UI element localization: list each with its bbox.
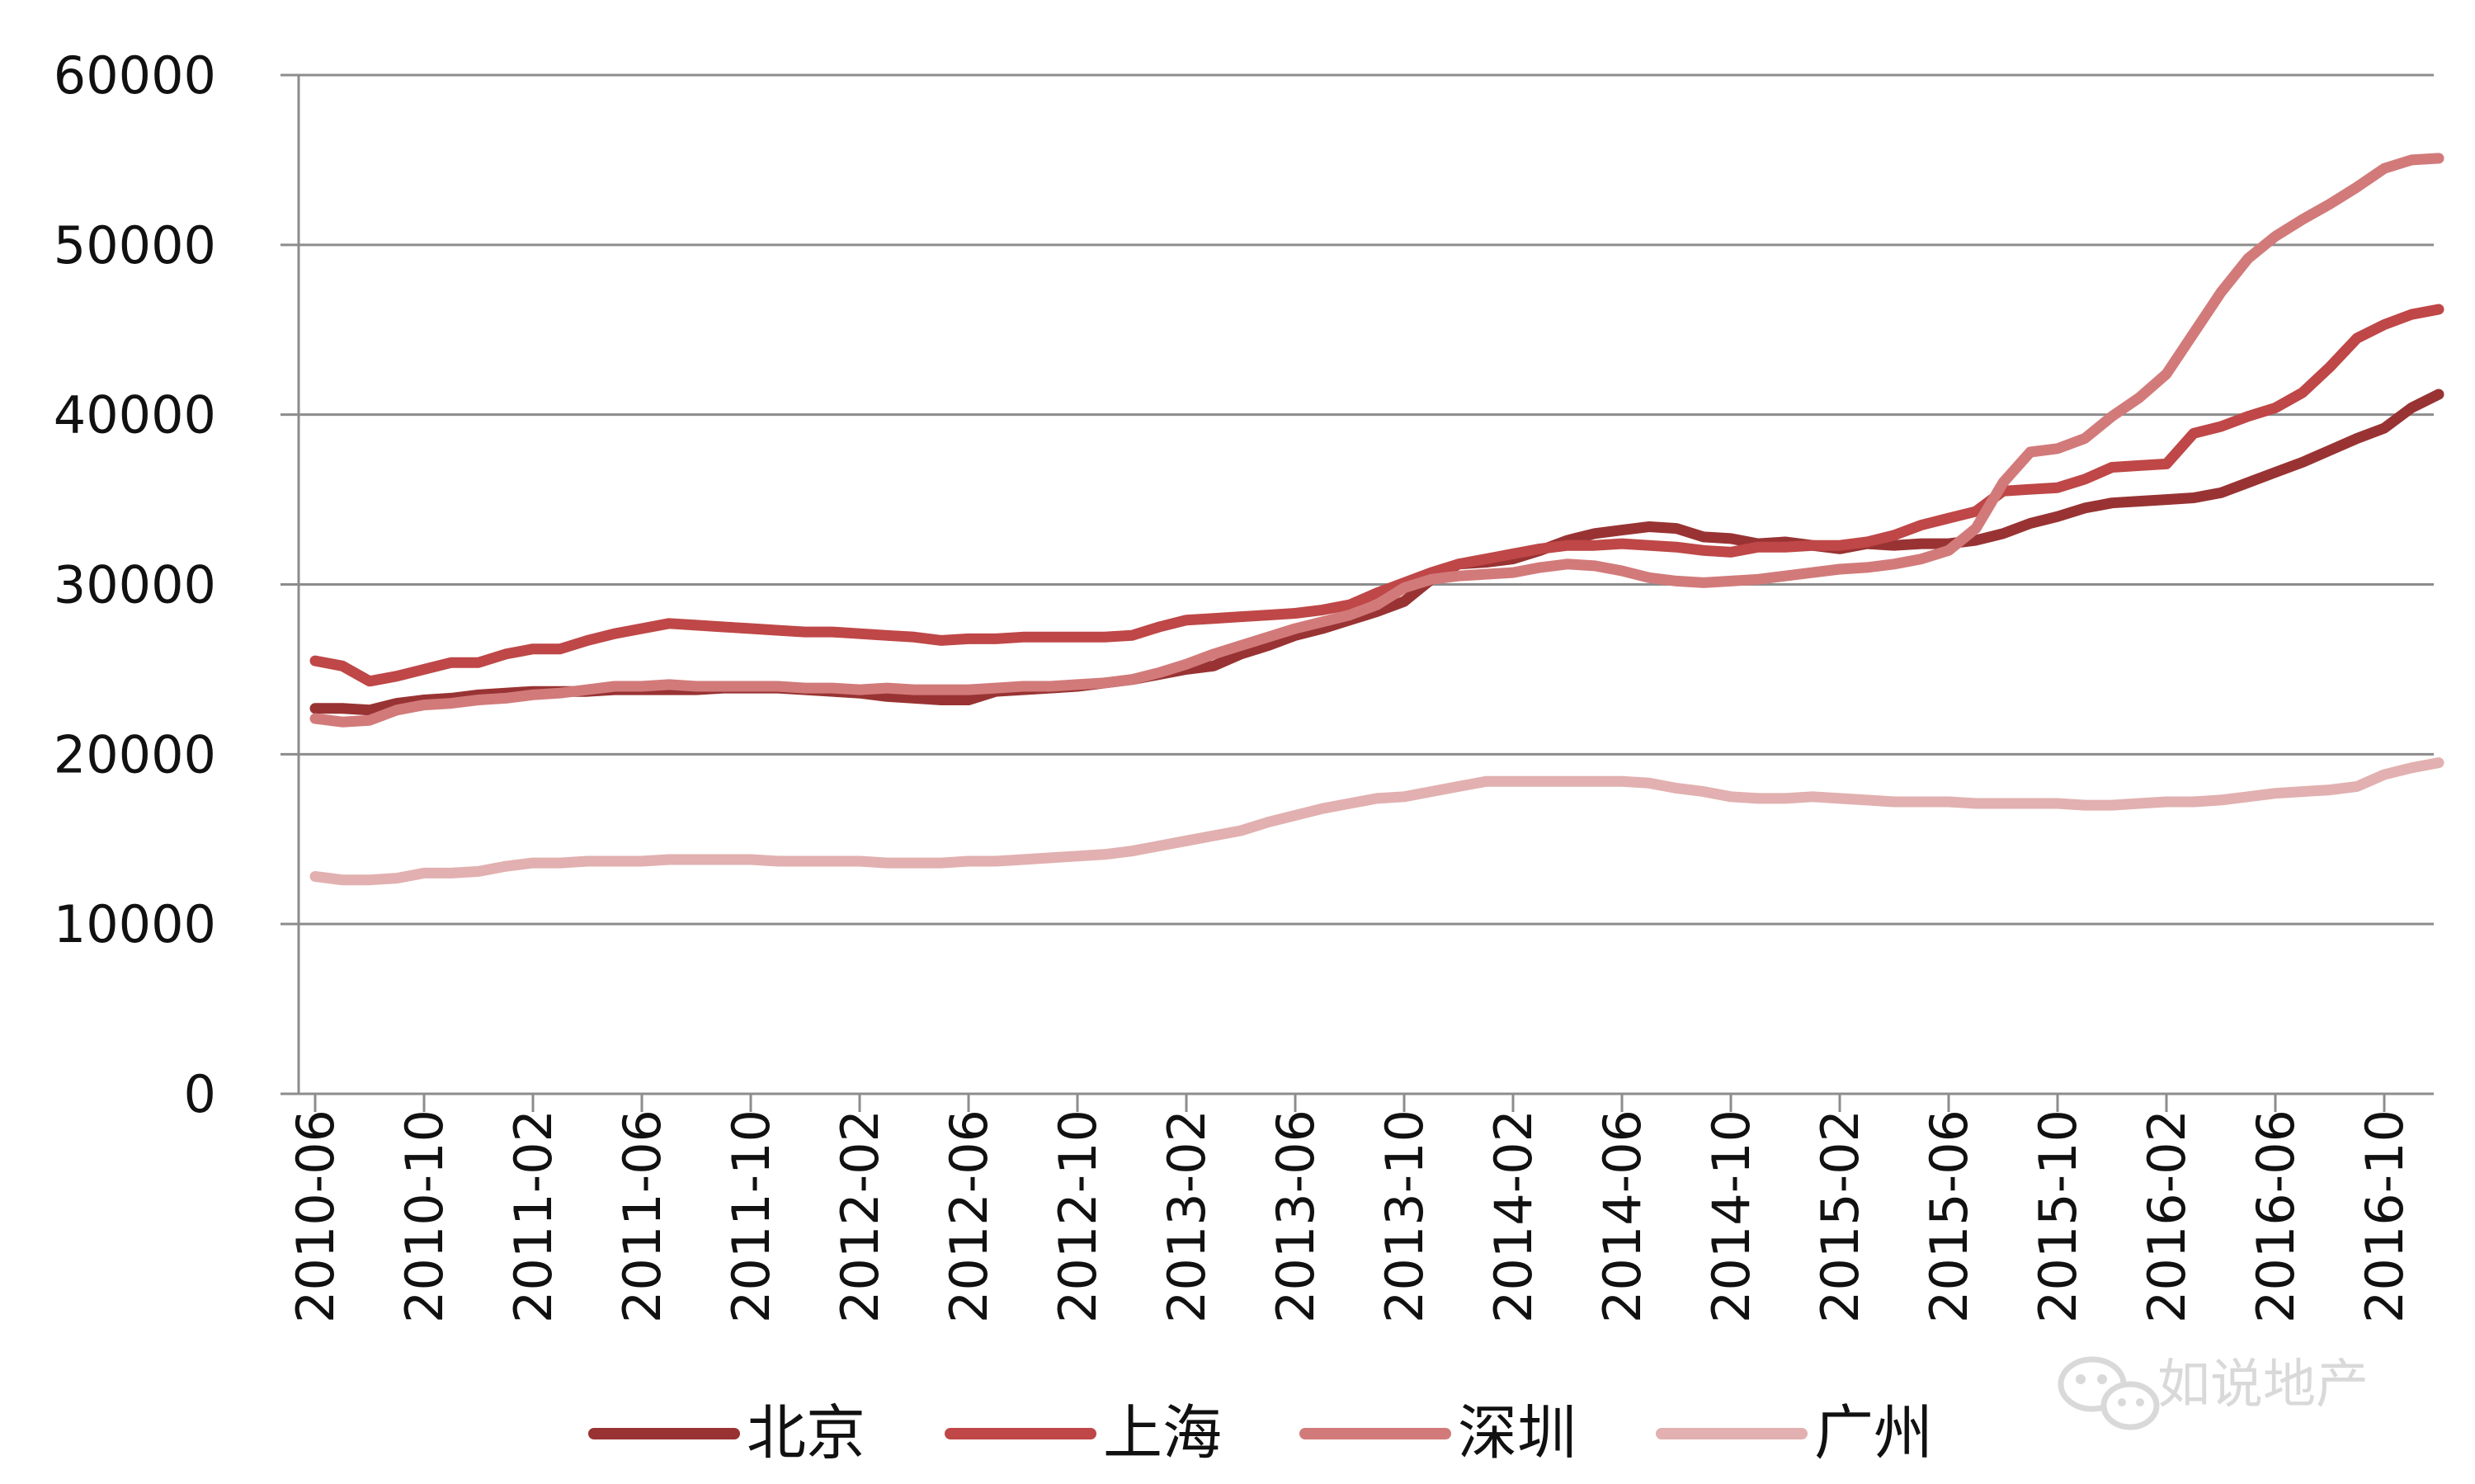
y-tick-label: 20000 — [54, 724, 216, 784]
legend-item: 深圳 — [1299, 1398, 1577, 1468]
x-tick-label: 2013-02 — [1157, 1109, 1217, 1323]
x-tick-label: 2016-02 — [2137, 1109, 2197, 1323]
x-tick-label: 2016-06 — [2246, 1109, 2306, 1323]
y-axis: 0 10000 20000 30000 40000 50000 60000 — [54, 45, 300, 1124]
gridlines — [299, 73, 2434, 926]
x-tick-label: 2012-10 — [1048, 1109, 1108, 1323]
x-tick-label: 2015-10 — [2028, 1109, 2088, 1323]
series-line-广州 — [309, 757, 2444, 886]
x-tick-label: 2016-10 — [2355, 1109, 2415, 1323]
x-tick-label: 2010-10 — [394, 1109, 455, 1323]
x-tick-label: 2014-10 — [1701, 1109, 1761, 1323]
legend: 北京 上海 深圳 广州 — [588, 1398, 1933, 1468]
y-tick-label: 50000 — [54, 215, 216, 276]
legend-label: 上海 — [1103, 1398, 1222, 1468]
series-line-深圳 — [309, 153, 2444, 728]
x-tick-label: 2014-02 — [1483, 1109, 1544, 1323]
x-tick-label: 2013-06 — [1266, 1109, 1326, 1323]
legend-label: 深圳 — [1458, 1398, 1577, 1468]
watermark-text: 如说地产 — [2157, 1354, 2369, 1416]
legend-item: 上海 — [945, 1398, 1222, 1468]
x-tick-label: 2014-06 — [1592, 1109, 1652, 1323]
y-tick-label: 40000 — [54, 385, 216, 445]
x-tick-label: 2015-02 — [1810, 1109, 1870, 1323]
x-axis: 2010-06 2010-10 2011-02 2011-06 2011-10 2012-… — [285, 1092, 2434, 1323]
wechat-icon — [2058, 1356, 2160, 1430]
x-tick-label: 2013-10 — [1374, 1109, 1435, 1323]
y-tick-label: 10000 — [54, 894, 216, 954]
y-tick-label: 30000 — [54, 555, 216, 615]
x-tick-label: 2011-10 — [721, 1109, 781, 1323]
legend-item: 广州 — [1656, 1398, 1933, 1468]
series-line-上海 — [309, 304, 2444, 687]
legend-label: 广州 — [1814, 1398, 1933, 1468]
legend-item: 北京 — [588, 1398, 865, 1468]
y-tick-label: 0 — [184, 1064, 216, 1124]
x-tick-label: 2015-06 — [1919, 1109, 1979, 1323]
watermark: 如说地产 — [2058, 1354, 2369, 1430]
legend-label: 北京 — [747, 1398, 865, 1468]
x-tick-label: 2012-06 — [939, 1109, 999, 1323]
x-tick-label: 2012-02 — [830, 1109, 890, 1323]
y-tick-label: 60000 — [54, 45, 216, 106]
series-line-北京 — [309, 389, 2444, 716]
x-tick-label: 2011-02 — [503, 1109, 563, 1323]
series-lines — [309, 153, 2444, 886]
x-tick-label: 2011-06 — [612, 1109, 672, 1323]
x-tick-label: 2010-06 — [285, 1109, 346, 1323]
